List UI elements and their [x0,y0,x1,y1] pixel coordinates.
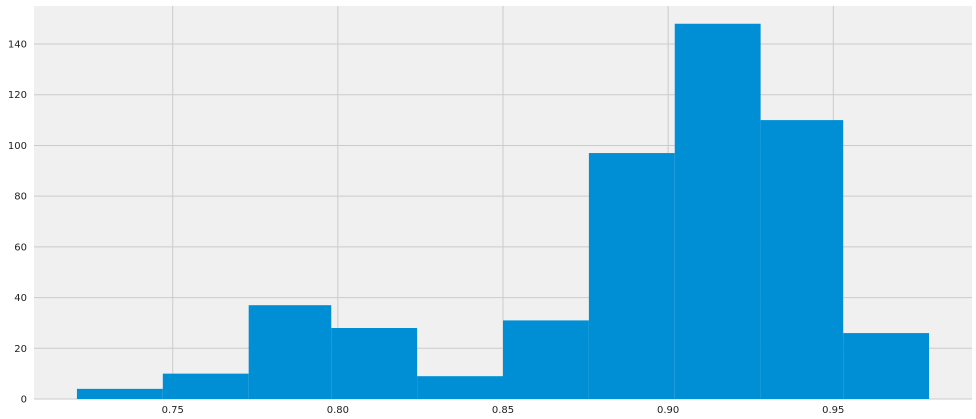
y-tick-label: 80 [14,192,27,203]
y-axis-tick-labels: 0 20 40 60 80 100 120 140 [8,40,27,406]
y-tick-label: 100 [8,141,27,152]
histogram-bar [760,120,844,399]
x-tick-label: 0.95 [822,405,844,416]
x-tick-label: 0.75 [162,405,184,416]
y-tick-label: 60 [14,242,27,253]
bars [76,23,930,400]
histogram-bar [843,333,930,399]
x-tick-label: 0.90 [657,405,679,416]
histogram-bar [162,373,249,399]
histogram-bar [588,153,675,399]
y-tick-label: 120 [8,90,27,101]
x-tick-label: 0.85 [492,405,514,416]
x-axis-tick-labels: 0.75 0.80 0.85 0.90 0.95 [162,405,845,416]
y-tick-label: 0 [21,395,27,406]
histogram-bar [503,320,589,399]
histogram-bar [76,388,163,399]
y-tick-label: 20 [14,344,27,355]
histogram-bar [674,23,761,400]
x-tick-label: 0.80 [327,405,349,416]
y-tick-label: 40 [14,293,27,304]
histogram-bar [248,305,332,399]
y-tick-label: 140 [8,40,27,51]
histogram-bar [331,328,418,399]
histogram-bar [417,376,503,399]
